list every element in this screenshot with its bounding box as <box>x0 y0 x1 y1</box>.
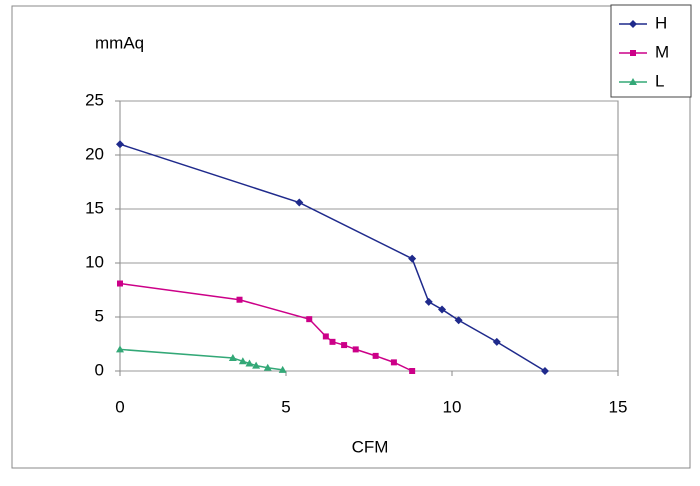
series-line <box>119 143 546 372</box>
marker <box>116 140 124 149</box>
x-tick-label: 10 <box>443 397 462 416</box>
x-tick-label: 15 <box>609 397 628 416</box>
legend-label: H <box>655 13 667 32</box>
marker <box>540 367 549 375</box>
marker <box>278 365 287 373</box>
y-tick-label: 20 <box>85 144 104 163</box>
marker <box>629 20 637 28</box>
marker <box>306 316 313 323</box>
marker <box>228 354 237 362</box>
marker <box>454 316 463 325</box>
marker <box>390 359 397 366</box>
marker <box>117 280 123 287</box>
marker <box>438 305 447 314</box>
marker <box>263 363 272 371</box>
marker <box>492 337 501 346</box>
marker <box>630 50 636 56</box>
marker <box>236 296 243 303</box>
marker <box>329 338 336 345</box>
marker <box>295 198 304 207</box>
y-tick-label: 25 <box>85 90 104 109</box>
x-axis-label: CFM <box>352 437 389 456</box>
marker <box>252 361 261 369</box>
legend-box <box>610 4 692 98</box>
marker <box>245 359 254 367</box>
y-tick-label: 0 <box>95 360 104 379</box>
x-tick-label: 0 <box>115 397 124 416</box>
marker <box>238 357 247 365</box>
series-line <box>119 282 413 372</box>
legend-label: L <box>655 71 664 90</box>
y-tick-label: 15 <box>85 198 104 217</box>
marker <box>352 346 359 353</box>
plot-area <box>119 100 619 372</box>
marker <box>116 345 124 353</box>
marker <box>372 352 379 359</box>
marker <box>409 368 416 374</box>
legend-label: M <box>655 42 669 61</box>
y-tick-label: 10 <box>85 252 104 271</box>
marker <box>322 333 329 340</box>
marker <box>629 78 637 85</box>
y-axis-label: mmAq <box>95 33 144 52</box>
y-tick-label: 5 <box>95 306 104 325</box>
marker <box>341 342 348 349</box>
x-tick-label: 5 <box>281 397 290 416</box>
marker <box>408 254 417 263</box>
marker <box>424 297 433 306</box>
